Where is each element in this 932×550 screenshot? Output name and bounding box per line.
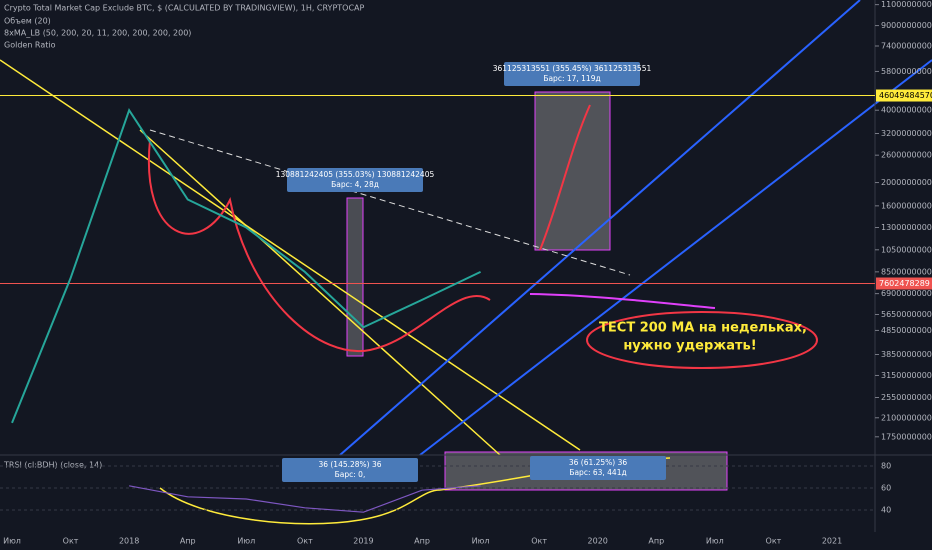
- x-tick-label: Апр: [180, 537, 196, 546]
- channel-line: [0, 59, 581, 451]
- y-tick-label: 1750000000: [881, 432, 932, 441]
- channel-line: [339, 0, 861, 456]
- y-tick-label: 2550000000: [881, 393, 932, 402]
- arrow: [539, 104, 591, 251]
- arrow: [529, 293, 716, 309]
- channel-line: [419, 59, 932, 456]
- x-tick-label: Апр: [648, 537, 664, 546]
- x-tick-label: Июл: [472, 537, 490, 546]
- y-tick-label: 32000000000: [881, 129, 932, 138]
- price-line-series: [11, 107, 482, 424]
- x-tick-label: Окт: [297, 537, 313, 546]
- measure-label: Барс: 17, 119д: [543, 74, 600, 83]
- chart-title: Crypto Total Market Cap Exclude BTC, $ (…: [4, 4, 365, 13]
- measure-label: Барс: 4, 28д: [331, 180, 379, 189]
- x-tick-label: Окт: [766, 537, 782, 546]
- y-tick-label: 6900000000: [881, 289, 932, 298]
- rsi-tick-label: 80: [881, 462, 891, 471]
- y-tick-label: 5650000000: [881, 310, 932, 319]
- y-tick-label: 90000000000: [881, 21, 932, 30]
- y-tick-label: 8500000000: [881, 267, 932, 276]
- measure-label-box: [282, 458, 418, 482]
- y-tick-label: 3850000000: [881, 350, 932, 359]
- x-tick-label: 2019: [353, 537, 373, 546]
- y-tick-label: 3150000000: [881, 371, 932, 380]
- measure-box: [346, 197, 364, 357]
- measure-label: 130881242405 (355.03%) 130881242405: [276, 170, 435, 179]
- price-label: 7602478289: [879, 279, 930, 288]
- price-label-box: [876, 89, 932, 102]
- indicator-label: Объем (20): [4, 17, 51, 26]
- y-tick-label: 26000000000: [881, 151, 932, 160]
- y-tick-label: 58000000000: [881, 67, 932, 76]
- price-label: 46049484570: [879, 91, 932, 100]
- y-tick-label: 2100000000: [881, 413, 932, 422]
- x-tick-label: Июл: [237, 537, 255, 546]
- indicator-label: 8xMA_LB (50, 200, 20, 11, 200, 200, 200,…: [4, 29, 191, 38]
- y-tick-label: 16000000000: [881, 201, 932, 210]
- rsi-line: [129, 485, 481, 513]
- rsi-tick-label: 60: [881, 484, 891, 493]
- measure-label-box: [530, 456, 666, 480]
- annotation-ellipse: [586, 311, 818, 369]
- indicator-label: Golden Ratio: [4, 41, 56, 50]
- x-tick-label: 2018: [119, 537, 139, 546]
- measure-label: 361125313551 (355.45%) 361125313551: [493, 64, 652, 73]
- channel-line: [139, 129, 501, 456]
- measure-label-box: [287, 168, 423, 192]
- y-tick-label: 10500000000: [881, 245, 932, 254]
- y-tick-label: 110000000000: [881, 0, 932, 9]
- hand-curve: [147, 139, 491, 353]
- y-tick-label: 40000000000: [881, 106, 932, 115]
- measure-box: [534, 91, 611, 251]
- y-tick-label: 13000000000: [881, 223, 932, 232]
- rsi-tick-label: 40: [881, 506, 891, 515]
- y-tick-label: 4850000000: [881, 326, 932, 335]
- measure-label: Барс: 0,: [335, 470, 366, 479]
- x-tick-label: 2020: [588, 537, 608, 546]
- x-tick-label: Окт: [531, 537, 547, 546]
- measure-label: 36 (145.28%) 36: [318, 460, 381, 469]
- price-label-box: [876, 277, 932, 290]
- y-tick-label: 20000000000: [881, 178, 932, 187]
- measure-label-box: [504, 62, 640, 86]
- measure-label: 36 (61.25%) 36: [569, 458, 628, 467]
- measure-label: Барс: 63, 441д: [569, 468, 626, 477]
- trend-line: [149, 129, 631, 276]
- annotation-text: нужно удержать!: [623, 339, 756, 354]
- x-tick-label: Июл: [706, 537, 724, 546]
- x-tick-label: Окт: [63, 537, 79, 546]
- x-tick-label: 2021: [822, 537, 842, 546]
- x-tick-label: Апр: [414, 537, 430, 546]
- y-tick-label: 74000000000: [881, 42, 932, 51]
- x-tick-label: Июл: [3, 537, 21, 546]
- rsi-title: TRSI (cl:BDH) (close, 14): [3, 461, 102, 470]
- annotation-text: ТЕСТ 200 MA на недельках,: [599, 321, 807, 336]
